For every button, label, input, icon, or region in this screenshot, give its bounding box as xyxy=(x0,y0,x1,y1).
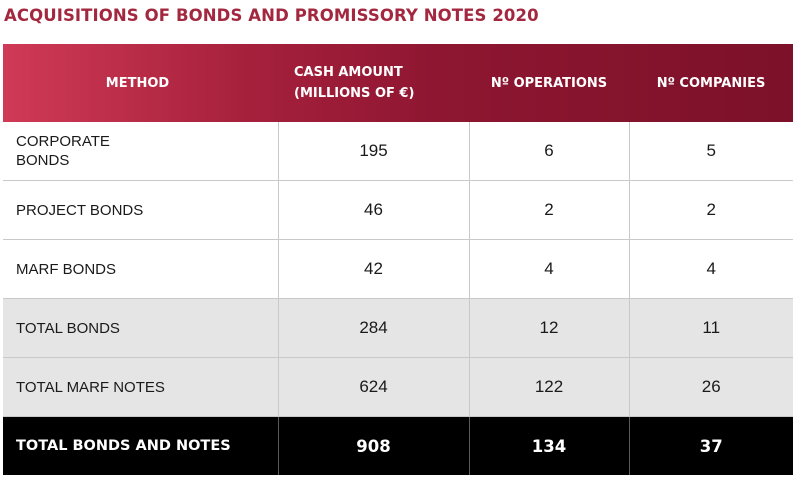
operations-cell: 134 xyxy=(469,416,630,475)
table-row: CORPORATE BONDS 195 6 5 xyxy=(3,122,793,181)
companies-cell: 37 xyxy=(629,416,793,475)
header-row: METHOD CASH AMOUNT (MILLIONS OF €) Nº OP… xyxy=(3,44,793,122)
method-line2: BONDS xyxy=(16,152,70,169)
method-cell: TOTAL MARF NOTES xyxy=(3,357,279,417)
companies-cell: 5 xyxy=(629,122,793,181)
cash-header-line2: (MILLIONS OF €) xyxy=(294,86,415,101)
companies-cell: 2 xyxy=(629,180,793,240)
operations-cell: 2 xyxy=(469,180,630,240)
method-line1: CORPORATE xyxy=(16,133,110,150)
operations-cell: 4 xyxy=(469,239,630,299)
table-body: CORPORATE BONDS 195 6 5 PROJECT BONDS 46… xyxy=(3,122,793,475)
cash-cell: 42 xyxy=(278,239,470,299)
column-header-method: METHOD xyxy=(105,75,170,91)
cash-cell: 624 xyxy=(278,357,470,417)
companies-cell: 26 xyxy=(629,357,793,417)
table-row: PROJECT BONDS 46 2 2 xyxy=(3,180,793,240)
companies-cell: 4 xyxy=(629,239,793,299)
method-cell: TOTAL BONDS AND NOTES xyxy=(3,416,279,475)
companies-cell: 11 xyxy=(629,298,793,358)
subtotal-row: TOTAL MARF NOTES 624 122 26 xyxy=(3,357,793,417)
column-header-operations: Nº OPERATIONS xyxy=(490,75,608,91)
column-header-cash-amount: CASH AMOUNT (MILLIONS OF €) xyxy=(278,44,469,122)
cash-cell: 46 xyxy=(278,180,470,240)
cash-cell: 908 xyxy=(278,416,470,475)
column-header-companies: Nº COMPANIES xyxy=(656,75,766,91)
method-cell: PROJECT BONDS xyxy=(3,180,279,240)
cash-cell: 284 xyxy=(278,298,470,358)
page-title: ACQUISITIONS OF BONDS AND PROMISSORY NOT… xyxy=(4,6,539,25)
operations-cell: 122 xyxy=(469,357,630,417)
cash-cell: 195 xyxy=(278,122,470,181)
subtotal-row: TOTAL BONDS 284 12 11 xyxy=(3,298,793,358)
cash-header-line1: CASH AMOUNT xyxy=(294,65,403,80)
method-cell: MARF BONDS xyxy=(3,239,279,299)
operations-cell: 6 xyxy=(469,122,630,181)
operations-cell: 12 xyxy=(469,298,630,358)
table-row: MARF BONDS 42 4 4 xyxy=(3,239,793,299)
method-cell: CORPORATE BONDS xyxy=(3,122,279,181)
grand-total-row: TOTAL BONDS AND NOTES 908 134 37 xyxy=(3,416,793,475)
acquisitions-table: METHOD CASH AMOUNT (MILLIONS OF €) Nº OP… xyxy=(3,44,793,475)
table-header: METHOD CASH AMOUNT (MILLIONS OF €) Nº OP… xyxy=(3,44,793,122)
method-cell: TOTAL BONDS xyxy=(3,298,279,358)
